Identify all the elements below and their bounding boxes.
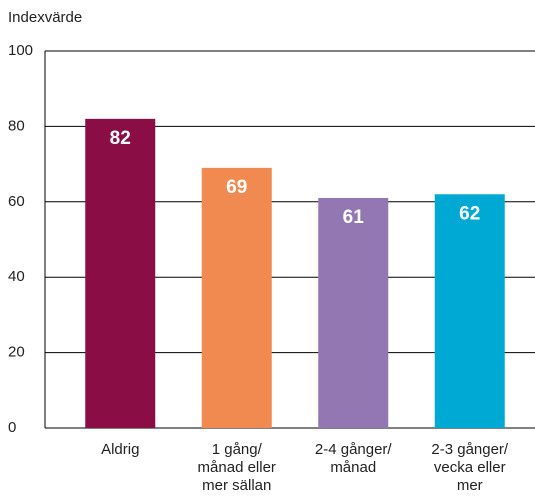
y-tick-label: 0	[8, 419, 16, 436]
x-tick-label: månad	[330, 459, 376, 476]
bar	[201, 167, 272, 428]
y-tick-label: 100	[8, 42, 33, 59]
x-tick-label: 1 gång/	[212, 441, 263, 458]
x-tick-label: Aldrig	[101, 441, 139, 458]
bar	[434, 194, 505, 428]
x-tick-label: 2-4 gånger/	[315, 441, 393, 458]
value-label: 69	[226, 177, 247, 198]
value-label: 61	[343, 207, 365, 228]
bar	[318, 198, 389, 428]
x-tick-label: mer sällan	[202, 477, 271, 494]
value-label: 82	[110, 128, 131, 149]
y-axis-label: Indexvärde	[8, 9, 82, 26]
x-tick-label: mer	[457, 477, 483, 494]
x-tick-label: 2-3 gånger/	[431, 441, 509, 458]
bar	[85, 118, 156, 429]
y-tick-label: 80	[8, 117, 25, 134]
y-tick-label: 60	[8, 193, 25, 210]
y-tick-label: 40	[8, 268, 25, 285]
y-tick-label: 20	[8, 344, 25, 361]
x-tick-label: månad eller	[198, 459, 276, 476]
value-label: 62	[459, 203, 480, 224]
x-tick-label: vecka eller	[434, 459, 506, 476]
